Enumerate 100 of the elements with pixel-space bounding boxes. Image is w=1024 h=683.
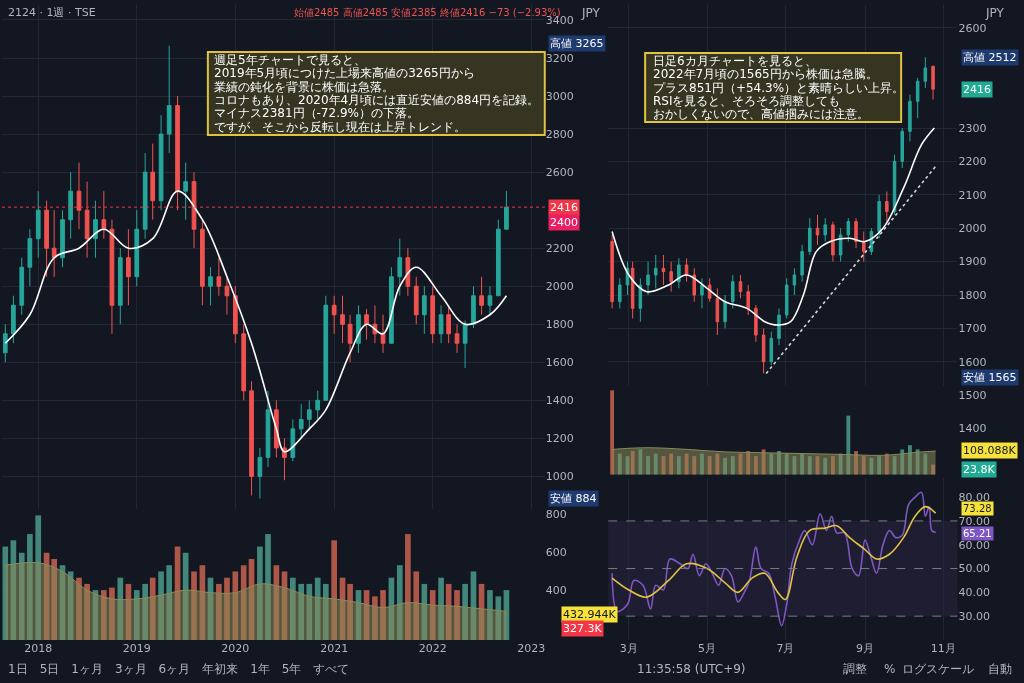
bar: [777, 451, 781, 475]
text: 高値 3265: [550, 37, 604, 50]
candlestick: [495, 219, 501, 297]
candlestick: [158, 114, 164, 211]
candlestick: [487, 285, 493, 316]
y-tick-label: 2200: [545, 242, 574, 256]
candlestick: [150, 143, 156, 221]
annotation: おかしくないので、高値掴みには注意。: [653, 107, 869, 121]
candlestick: [723, 294, 727, 329]
bar: [133, 590, 140, 640]
text: ログスケール: [902, 662, 974, 676]
candlestick: [504, 190, 509, 230]
candlestick: [84, 181, 90, 259]
y-tick-label: 2200: [958, 155, 987, 169]
candlestick: [413, 276, 419, 325]
y-tick-label: 1600: [958, 355, 987, 369]
candlestick: [438, 304, 444, 344]
candlestick: [175, 95, 180, 211]
bar: [109, 587, 115, 640]
candlestick: [454, 323, 460, 354]
y-tick-label: 2800: [545, 127, 574, 141]
y-tick-label: 1600: [545, 356, 574, 370]
y-tick-label: 2600: [958, 21, 987, 35]
bar: [746, 451, 751, 475]
text: 11:35:58 (UTC+9): [637, 662, 746, 676]
bar: [854, 451, 858, 475]
y-tick-label: 2000: [958, 222, 987, 236]
candlestick: [815, 214, 820, 246]
bar: [216, 583, 222, 640]
y-tick-label: 1400: [958, 422, 987, 436]
text: 1日 5日 1ヶ月 3ヶ月 6ヶ月 年初来 1年 5年 すべて: [8, 662, 350, 676]
line-series: [611, 127, 936, 326]
candlestick: [462, 319, 468, 369]
bar: [908, 445, 912, 475]
y-tick-label: 1200: [545, 432, 574, 446]
candlestick: [93, 200, 98, 259]
candlestick: [738, 274, 743, 299]
text: 73.28: [963, 503, 992, 514]
bar: [646, 456, 650, 475]
bar: [753, 456, 758, 475]
candlestick: [885, 190, 889, 223]
candlestick: [265, 390, 271, 468]
text: 108.088K: [963, 444, 1017, 457]
bar: [707, 456, 712, 475]
candlestick: [715, 287, 720, 336]
candlestick: [183, 162, 189, 221]
bar: [700, 453, 704, 475]
annotation: 432.944K: [563, 608, 617, 621]
annotation: 始値2485 高値2485 安値2385 終値2416 −73 (−2.93%): [294, 7, 561, 18]
candlestick: [700, 277, 704, 309]
candlestick: [208, 266, 213, 306]
candlestick: [142, 152, 148, 240]
text: 高値 2512: [963, 51, 1017, 64]
candlestick: [397, 238, 403, 297]
bar: [314, 577, 321, 640]
bar: [915, 449, 920, 475]
x-tick-label: 3月: [619, 641, 638, 655]
bar: [18, 552, 25, 640]
x-tick-label: 2022: [418, 641, 447, 655]
candlestick: [900, 127, 904, 169]
candlestick: [915, 77, 920, 119]
candlestick: [249, 380, 254, 496]
bar: [807, 456, 812, 475]
text: 65.21: [963, 528, 992, 539]
bar: [610, 390, 615, 475]
x-tick-label: 2020: [221, 641, 250, 655]
bar: [487, 590, 493, 640]
bar: [931, 464, 935, 475]
bar: [84, 583, 90, 640]
bar: [669, 453, 674, 475]
y-tick-label: 1400: [545, 394, 574, 408]
candlestick: [216, 257, 222, 297]
y-tick-label: 1000: [545, 470, 574, 484]
text: 安値 1565: [963, 371, 1017, 384]
candlestick: [823, 217, 827, 243]
bar: [101, 590, 107, 640]
bar: [232, 571, 239, 640]
bar: [51, 558, 57, 640]
candlestick: [298, 403, 304, 439]
text: 327.3K: [563, 622, 603, 635]
bar: [676, 456, 681, 475]
bar: [27, 534, 33, 640]
bar: [923, 453, 928, 475]
candlestick: [877, 194, 881, 239]
candlestick: [792, 267, 797, 296]
candlestick: [618, 277, 622, 309]
bar: [142, 583, 148, 640]
candlestick: [684, 257, 689, 283]
ref-line-label: 2416: [550, 201, 578, 214]
candlestick: [290, 418, 296, 462]
line-series: [611, 505, 937, 601]
candlestick: [315, 390, 321, 420]
bar: [405, 534, 411, 640]
annotation: 日足6カ月チャートを見ると、: [653, 54, 817, 68]
bar: [630, 451, 635, 475]
x-tick-label: 2019: [122, 641, 151, 655]
bar: [372, 596, 378, 640]
text: JPY: [985, 6, 1005, 20]
bar: [638, 449, 643, 475]
x-tick-label: 7月: [776, 641, 795, 655]
